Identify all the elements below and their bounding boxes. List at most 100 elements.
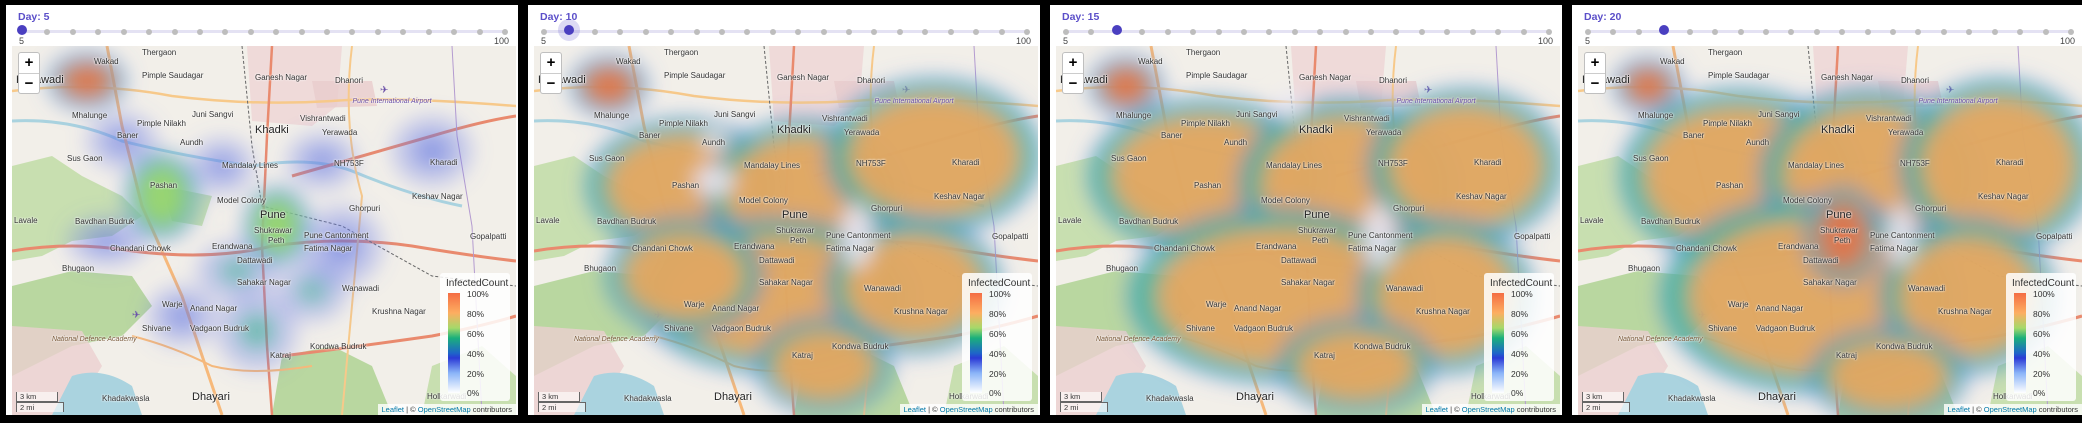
slider-step-dot[interactable]	[1762, 28, 1769, 35]
slider-thumb[interactable]	[1659, 25, 1670, 35]
slider-step-dot[interactable]	[400, 28, 407, 35]
zoom-in-button[interactable]: +	[1590, 54, 1600, 71]
slider-step-dot[interactable]	[1991, 28, 1998, 35]
slider-step-dot[interactable]	[973, 28, 980, 35]
slider-step-dot[interactable]	[1585, 28, 1591, 35]
slider-step-dot[interactable]	[1915, 28, 1922, 35]
slider-step-dot[interactable]	[1712, 28, 1719, 35]
slider-step-dot[interactable]	[95, 28, 102, 35]
slider-track[interactable]	[1585, 25, 2074, 35]
slider-step-dot[interactable]	[1139, 28, 1146, 35]
slider-step-dot[interactable]	[693, 28, 700, 35]
slider-step-dot[interactable]	[1164, 28, 1171, 35]
slider-thumb[interactable]	[17, 25, 27, 35]
slider-step-dot[interactable]	[1495, 28, 1502, 35]
slider-step-dot[interactable]	[1546, 28, 1552, 35]
slider-step-dot[interactable]	[425, 28, 432, 35]
slider-step-dot[interactable]	[541, 28, 547, 35]
slider-step-dot[interactable]	[1940, 28, 1947, 35]
osm-link[interactable]: OpenStreetMap	[417, 405, 471, 414]
day-slider[interactable]: Day: 5 5 100	[6, 5, 518, 47]
slider-step-dot[interactable]	[1368, 28, 1375, 35]
slider-step-dot[interactable]	[1266, 28, 1273, 35]
zoom-out-button[interactable]: −	[541, 73, 561, 93]
day-slider[interactable]: Day: 20 5 100	[1572, 5, 2082, 47]
slider-step-dot[interactable]	[1890, 28, 1897, 35]
slider-step-dot[interactable]	[196, 28, 203, 35]
slider-step-dot[interactable]	[1291, 28, 1298, 35]
slider-step-dot[interactable]	[922, 28, 929, 35]
slider-step-dot[interactable]	[718, 28, 725, 35]
slider-track[interactable]	[1063, 25, 1552, 35]
slider-step-dot[interactable]	[896, 28, 903, 35]
slider-step-dot[interactable]	[1813, 28, 1820, 35]
slider-track[interactable]	[541, 25, 1030, 35]
osm-link[interactable]: OpenStreetMap	[1461, 405, 1515, 414]
slider-step-dot[interactable]	[1088, 28, 1095, 35]
slider-step-dot[interactable]	[349, 28, 356, 35]
slider-step-dot[interactable]	[247, 28, 254, 35]
slider-step-dot[interactable]	[502, 28, 508, 35]
slider-step-dot[interactable]	[324, 28, 331, 35]
slider-step-dot[interactable]	[1240, 28, 1247, 35]
slider-step-dot[interactable]	[374, 28, 381, 35]
day-slider[interactable]: Day: 15 5 100	[1050, 5, 1562, 47]
leaflet-link[interactable]: Leaflet	[1947, 405, 1971, 414]
slider-step-dot[interactable]	[1864, 28, 1871, 35]
slider-step-dot[interactable]	[769, 28, 776, 35]
slider-step-dot[interactable]	[820, 28, 827, 35]
slider-step-dot[interactable]	[1469, 28, 1476, 35]
slider-step-dot[interactable]	[451, 28, 458, 35]
slider-step-dot[interactable]	[1737, 28, 1744, 35]
slider-step-dot[interactable]	[617, 28, 624, 35]
slider-step-dot[interactable]	[1966, 28, 1973, 35]
slider-step-dot[interactable]	[998, 28, 1005, 35]
slider-step-dot[interactable]	[298, 28, 305, 35]
slider-step-dot[interactable]	[744, 28, 751, 35]
slider-step-dot[interactable]	[947, 28, 954, 35]
slider-step-dot[interactable]	[1635, 28, 1642, 35]
slider-step-dot[interactable]	[1610, 28, 1617, 35]
slider-step-dot[interactable]	[1788, 28, 1795, 35]
day-slider[interactable]: Day: 10 5 100	[528, 5, 1040, 47]
slider-step-dot[interactable]	[668, 28, 675, 35]
zoom-out-button[interactable]: −	[19, 73, 39, 93]
leaflet-link[interactable]: Leaflet	[381, 405, 405, 414]
zoom-out-button[interactable]: −	[1585, 73, 1605, 93]
slider-step-dot[interactable]	[222, 28, 229, 35]
slider-step-dot[interactable]	[2042, 28, 2049, 35]
slider-step-dot[interactable]	[1520, 28, 1527, 35]
zoom-in-button[interactable]: +	[1068, 54, 1078, 71]
osm-link[interactable]: OpenStreetMap	[1983, 405, 2037, 414]
slider-step-dot[interactable]	[846, 28, 853, 35]
slider-step-dot[interactable]	[1063, 28, 1069, 35]
slider-step-dot[interactable]	[1190, 28, 1197, 35]
slider-step-dot[interactable]	[1393, 28, 1400, 35]
slider-step-dot[interactable]	[795, 28, 802, 35]
slider-step-dot[interactable]	[273, 28, 280, 35]
zoom-in-button[interactable]: +	[546, 54, 556, 71]
slider-step-dot[interactable]	[44, 28, 51, 35]
slider-step-dot[interactable]	[642, 28, 649, 35]
slider-step-dot[interactable]	[476, 28, 483, 35]
slider-step-dot[interactable]	[1686, 28, 1693, 35]
slider-step-dot[interactable]	[871, 28, 878, 35]
zoom-out-button[interactable]: −	[1063, 73, 1083, 93]
slider-step-dot[interactable]	[1342, 28, 1349, 35]
slider-step-dot[interactable]	[2068, 28, 2074, 35]
slider-step-dot[interactable]	[2017, 28, 2024, 35]
slider-thumb[interactable]	[564, 25, 575, 35]
slider-step-dot[interactable]	[1215, 28, 1222, 35]
slider-step-dot[interactable]	[1839, 28, 1846, 35]
leaflet-link[interactable]: Leaflet	[903, 405, 927, 414]
slider-step-dot[interactable]	[69, 28, 76, 35]
osm-link[interactable]: OpenStreetMap	[939, 405, 993, 414]
zoom-in-button[interactable]: +	[24, 54, 34, 71]
slider-step-dot[interactable]	[1024, 28, 1030, 35]
slider-step-dot[interactable]	[146, 28, 153, 35]
leaflet-link[interactable]: Leaflet	[1425, 405, 1449, 414]
